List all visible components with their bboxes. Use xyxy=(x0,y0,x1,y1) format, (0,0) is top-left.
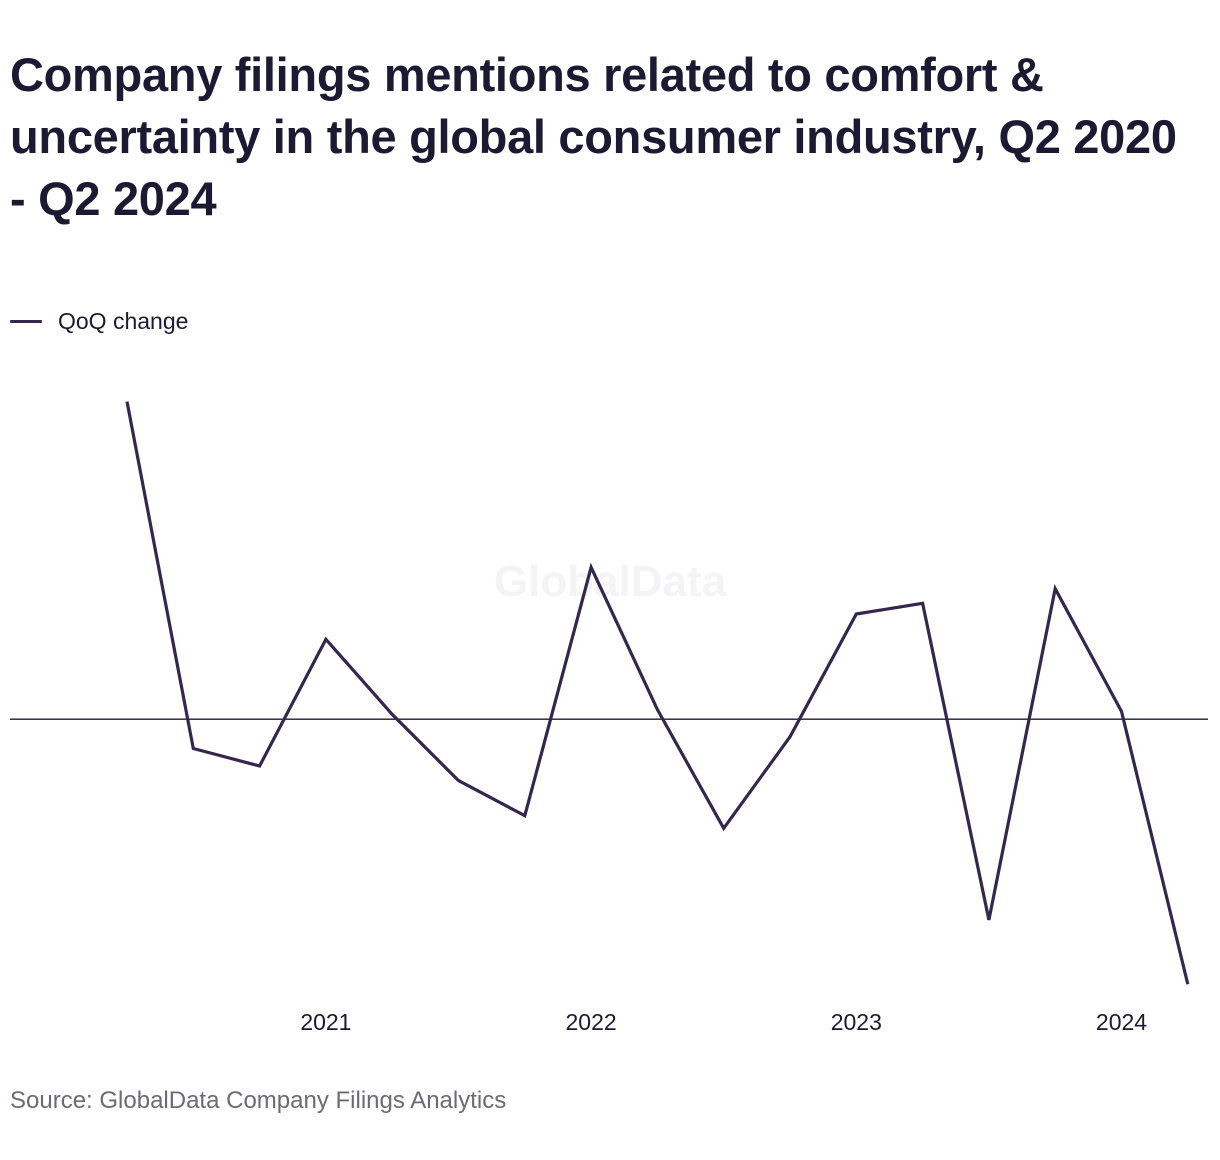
data-point-q3-2023 xyxy=(985,916,993,924)
data-point-q1-2023 xyxy=(852,610,860,618)
source-note: Source: GlobalData Company Filings Analy… xyxy=(10,1087,507,1114)
data-point-q4-2023 xyxy=(1051,585,1059,593)
data-point-q1-2022 xyxy=(587,563,595,571)
data-point-q3-2020 xyxy=(189,744,197,752)
legend: QoQ change xyxy=(10,306,188,336)
data-point-q2-2021 xyxy=(388,710,396,718)
data-point-q4-2021 xyxy=(521,812,529,820)
data-point-q3-2021 xyxy=(455,777,463,785)
x-tick-label-2023: 2023 xyxy=(831,1009,882,1035)
x-tick-label-2024: 2024 xyxy=(1096,1009,1147,1035)
data-point-q4-2020 xyxy=(256,762,264,770)
line-chart: GlobalData 2021 2022 2023 2024 xyxy=(10,398,1208,1035)
data-point-q1-2021 xyxy=(322,635,330,643)
chart-title: Company filings mentions related to comf… xyxy=(10,48,1177,225)
x-tick-label-2022: 2022 xyxy=(566,1009,617,1035)
data-point-q2-2020 xyxy=(123,398,131,406)
data-point-q2-2023 xyxy=(919,599,927,607)
legend-swatch-qoq-change xyxy=(10,319,42,323)
watermark-text: GlobalData xyxy=(494,557,727,606)
data-point-q1-2024 xyxy=(1118,707,1126,715)
data-point-q3-2022 xyxy=(720,824,728,832)
data-point-q4-2022 xyxy=(786,733,794,741)
series-line-qoq-change xyxy=(125,401,1190,985)
legend-label-qoq-change: QoQ change xyxy=(58,307,189,334)
data-point-q2-2022 xyxy=(653,705,661,713)
x-tick-label-2021: 2021 xyxy=(300,1009,351,1035)
data-point-q2-2024 xyxy=(1184,980,1192,988)
